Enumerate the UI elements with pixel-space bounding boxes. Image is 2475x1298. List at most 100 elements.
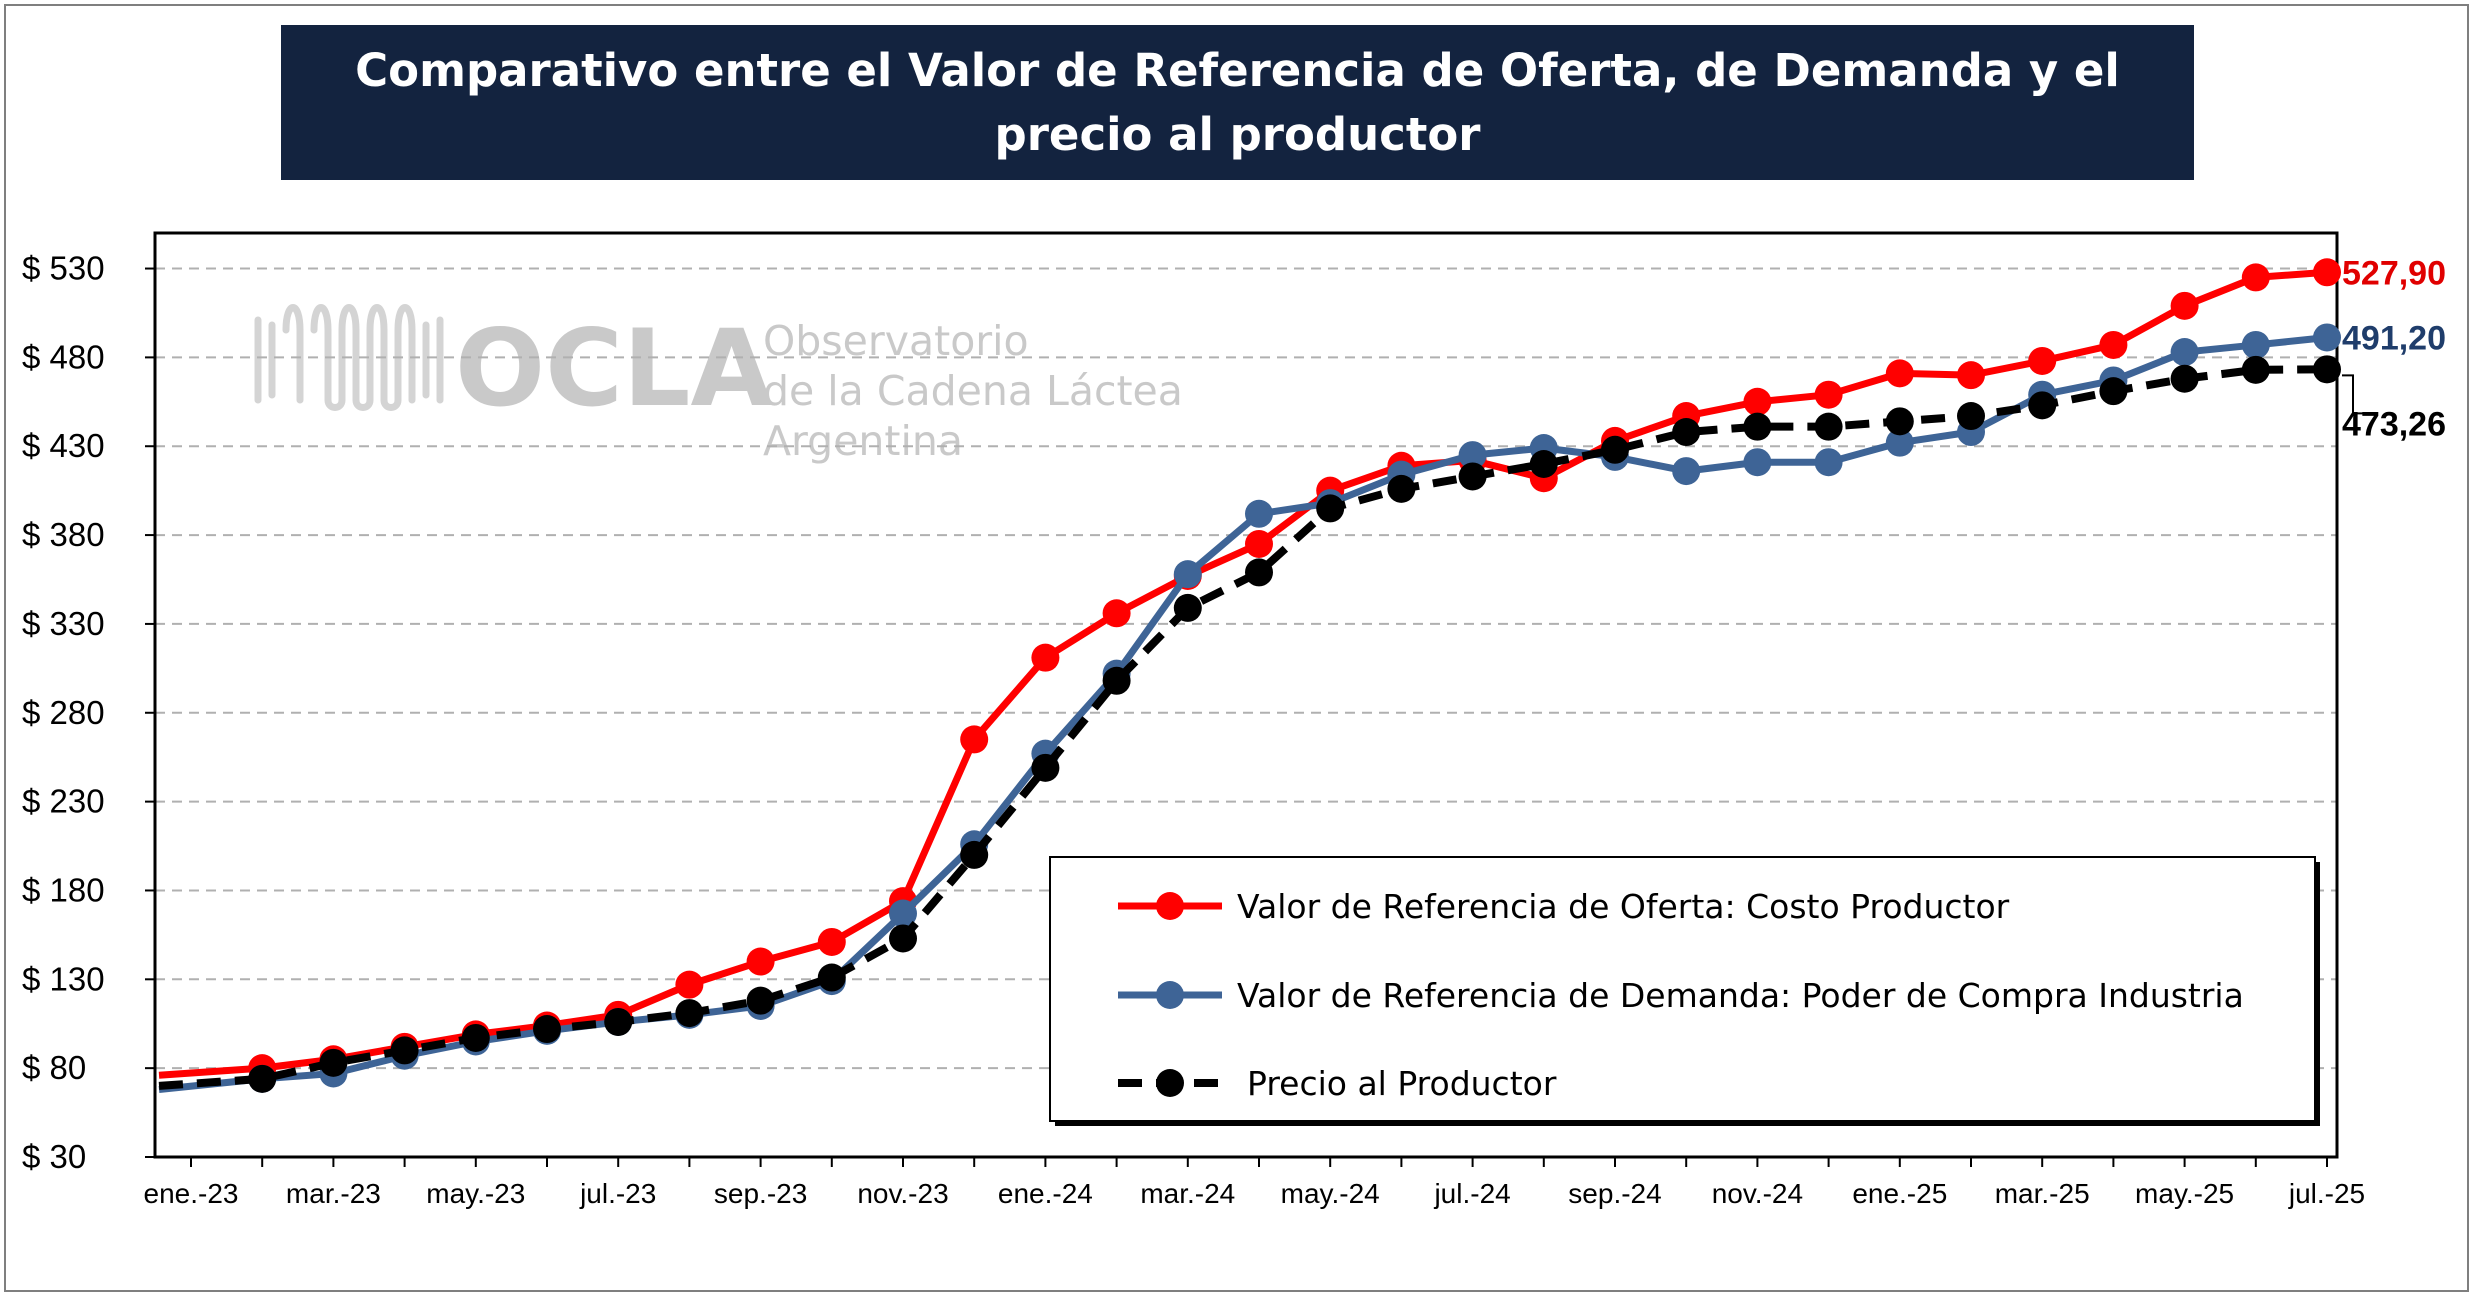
x-tick-label: jul.-23	[579, 1178, 656, 1209]
series-lines	[158, 258, 2341, 1093]
data-point	[2170, 338, 2199, 367]
data-point	[2241, 330, 2270, 359]
data-point	[2028, 346, 2057, 375]
data-point	[889, 899, 917, 928]
data-point	[1814, 448, 1843, 477]
y-tick-label: $ 80	[22, 1049, 86, 1086]
data-point	[1885, 407, 1914, 436]
data-point	[1245, 558, 1273, 587]
data-point	[1102, 666, 1131, 695]
legend-label-2: Valor de Referencia de Demanda: Poder de…	[1237, 976, 2244, 1015]
data-point	[1672, 418, 1701, 447]
data-point	[2099, 377, 2128, 406]
data-point	[2313, 323, 2341, 352]
data-point	[817, 963, 846, 992]
y-tick-label: $ 480	[22, 338, 105, 375]
data-point	[2028, 391, 2057, 420]
data-point	[1814, 412, 1843, 441]
ocla-watermark: OCLA Observatorio de la Cadena Láctea Ar…	[254, 304, 1183, 465]
data-point	[1245, 499, 1273, 528]
legend: Valor de Referencia de Oferta: Costo Pro…	[1049, 856, 2320, 1126]
data-point	[1031, 753, 1060, 782]
data-point	[960, 725, 989, 754]
x-tick-label: mar.-23	[286, 1178, 381, 1209]
data-point	[1743, 412, 1772, 441]
y-tick-label: $ 430	[22, 427, 105, 464]
data-point	[746, 986, 775, 1015]
y-tick-label: $ 130	[22, 960, 105, 997]
x-tick-label: may.-23	[426, 1178, 525, 1209]
end-label-3: 473,26	[2342, 405, 2446, 443]
data-point	[675, 970, 704, 999]
data-point	[1458, 462, 1487, 491]
data-point	[2313, 258, 2341, 287]
x-tick-label: ene.-25	[1852, 1178, 1947, 1209]
x-tick-label: may.-24	[1281, 1178, 1380, 1209]
data-point	[817, 927, 846, 956]
x-tick-label: ene.-24	[998, 1178, 1093, 1209]
data-point	[960, 840, 989, 869]
data-point	[1957, 402, 1985, 431]
data-point	[1102, 599, 1131, 628]
data-point	[1957, 361, 1985, 390]
x-tick-label: sep.-23	[714, 1178, 807, 1209]
x-tick-label: ene.-23	[144, 1178, 239, 1209]
data-point	[2170, 364, 2199, 393]
plot-area-border	[153, 231, 2339, 1159]
x-tick-label: nov.-24	[1712, 1178, 1803, 1209]
y-tick-label: $ 530	[22, 250, 105, 287]
data-point	[1885, 359, 1914, 388]
series-3	[158, 355, 2341, 1093]
legend-swatch-marker	[1156, 1069, 1184, 1097]
data-point	[2170, 291, 2199, 320]
end-label-leader	[2342, 374, 2365, 415]
data-point	[675, 999, 704, 1028]
data-point	[319, 1048, 348, 1077]
data-point	[2099, 330, 2128, 359]
watermark-line3: Argentina	[763, 417, 963, 465]
y-tick-label: $ 230	[22, 783, 105, 820]
x-axis-ticks: ene.-23 mar.-23 may.-23 jul.-23 sep.-23 nov.-…	[144, 1157, 2365, 1209]
x-tick-label: may.-25	[2135, 1178, 2234, 1209]
data-point	[889, 924, 917, 953]
data-point	[604, 1007, 633, 1036]
x-tick-label: sep.-24	[1568, 1178, 1661, 1209]
data-point	[1814, 380, 1843, 409]
legend-box	[1049, 856, 2316, 1122]
data-point	[1743, 448, 1772, 477]
data-point	[1173, 560, 1202, 589]
legend-swatch-marker	[1156, 981, 1184, 1009]
data-point	[2241, 355, 2270, 384]
data-point	[1031, 643, 1060, 672]
x-tick-label: mar.-25	[1995, 1178, 2090, 1209]
data-point	[461, 1023, 490, 1052]
data-point	[2313, 355, 2341, 384]
data-point	[2241, 263, 2270, 292]
ocla-logo-wave-icon	[254, 304, 444, 411]
data-point	[533, 1015, 561, 1044]
end-label-1: 527,90	[2342, 254, 2446, 292]
legend-label-3: Precio al Productor	[1247, 1064, 1557, 1103]
legend-swatch-marker	[1156, 892, 1184, 920]
data-point	[1743, 387, 1772, 416]
y-tick-label: $ 30	[22, 1138, 86, 1175]
legend-label-1: Valor de Referencia de Oferta: Costo Pro…	[1237, 887, 2010, 926]
y-tick-label: $ 380	[22, 516, 105, 553]
x-tick-label: jul.-24	[1433, 1178, 1510, 1209]
chart-title: Comparativo entre el Valor de Referencia…	[281, 25, 2194, 180]
watermark-brand: OCLA	[455, 307, 772, 430]
end-label-2: 491,20	[2342, 319, 2446, 357]
data-point	[1672, 457, 1701, 486]
y-tick-label: $ 330	[22, 605, 105, 642]
data-point	[248, 1064, 277, 1093]
x-tick-label: jul.-25	[2288, 1178, 2365, 1209]
data-point	[1458, 441, 1487, 470]
watermark-line2: de la Cadena Láctea	[763, 367, 1183, 415]
data-point	[1885, 428, 1914, 457]
data-point	[1529, 450, 1558, 478]
legend-entries: Valor de Referencia de Oferta: Costo Pro…	[1118, 887, 2244, 1103]
y-tick-label: $ 280	[22, 694, 105, 731]
data-point	[1316, 494, 1345, 523]
y-axis-ticks: $ 30 $ 80 $ 130 $ 180 $ 230 $ 280 $ 330 $ 380 $ …	[22, 250, 155, 1175]
